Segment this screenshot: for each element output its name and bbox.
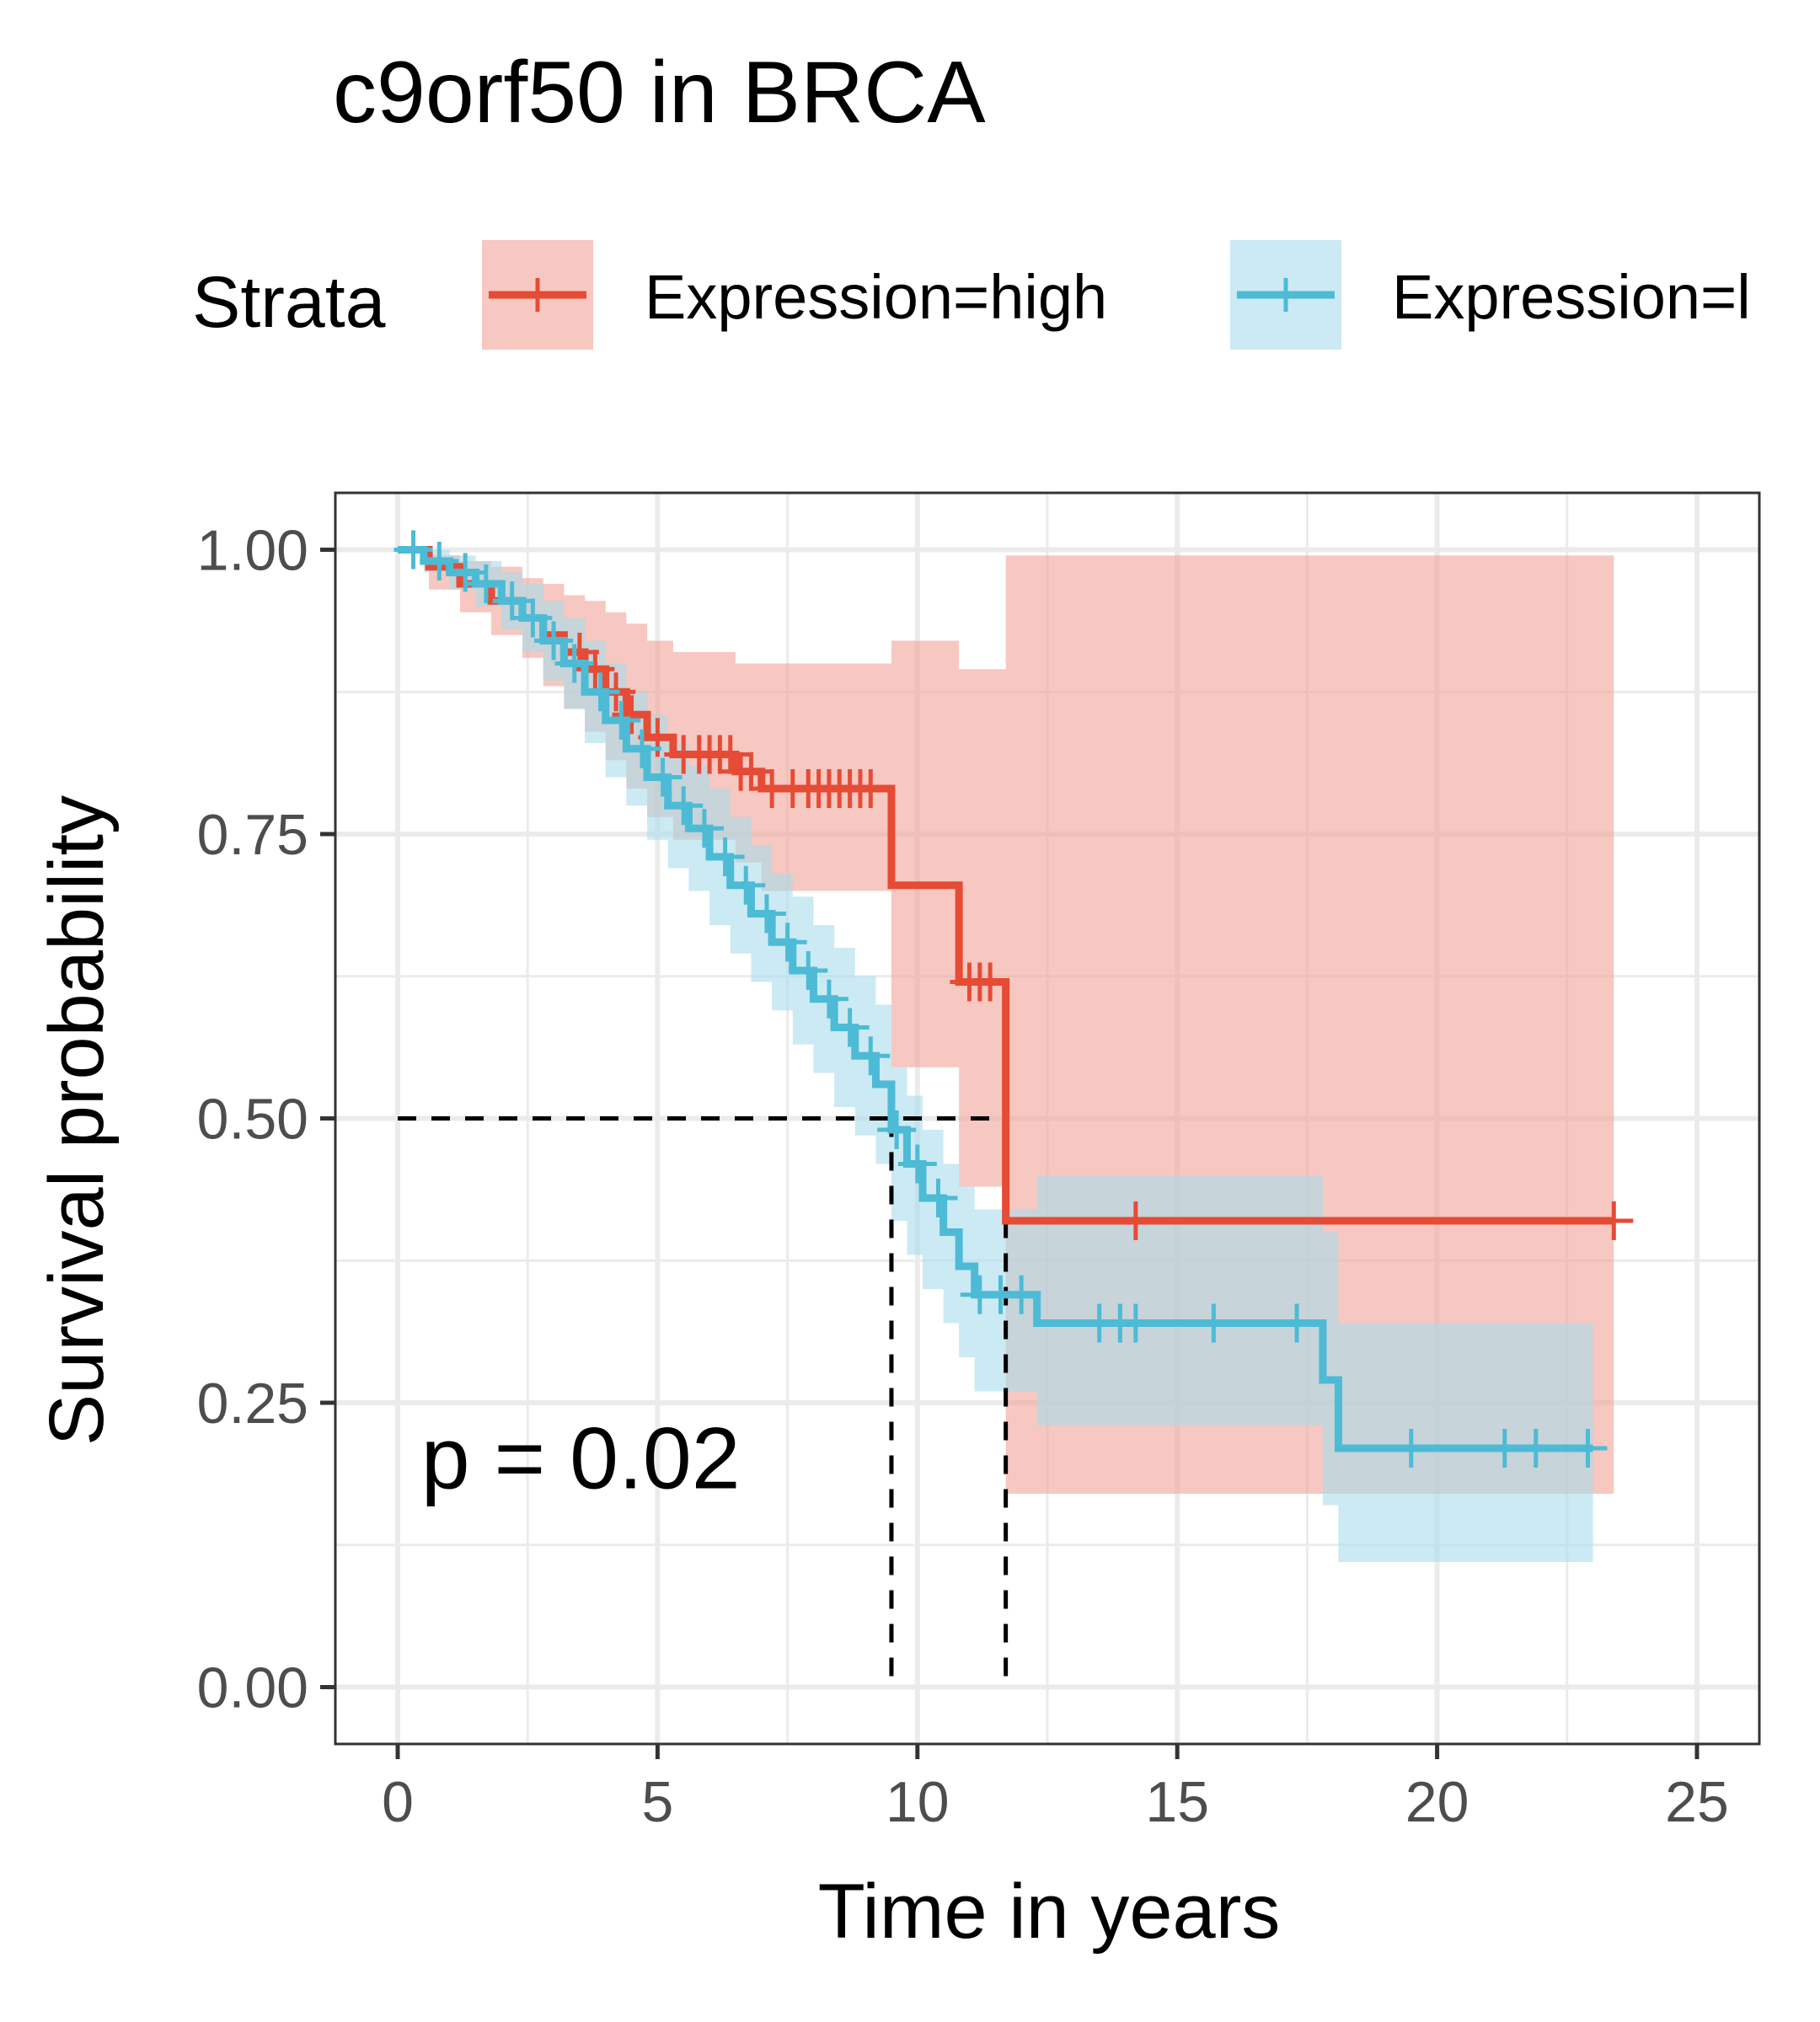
- legend-title: Strata: [192, 262, 386, 343]
- y-tick-label: 0.50: [197, 1088, 308, 1152]
- y-tick-label: 1.00: [197, 519, 308, 583]
- p-value-annotation: p = 0.02: [421, 1410, 741, 1507]
- legend-label-low: Expression=l: [1392, 262, 1751, 332]
- legend: Strata Expression=high Expression=l: [192, 240, 1751, 350]
- y-tick-label: 0.25: [197, 1372, 308, 1436]
- y-axis-title: Survival probability: [34, 795, 120, 1446]
- y-tick-label: 0.75: [197, 803, 308, 867]
- x-tick-label: 5: [641, 1770, 673, 1834]
- ci-band-1: [398, 549, 1593, 1562]
- legend-label-high: Expression=high: [645, 262, 1107, 332]
- x-tick-label: 10: [886, 1770, 950, 1834]
- x-tick-label: 20: [1405, 1770, 1469, 1834]
- chart-title: c9orf50 in BRCA: [333, 44, 986, 142]
- x-axis-title: Time in years: [818, 1869, 1281, 1955]
- x-tick-label: 25: [1665, 1770, 1729, 1834]
- x-tick-label: 0: [382, 1770, 414, 1834]
- y-tick-label: 0.00: [197, 1656, 308, 1720]
- x-tick-label: 15: [1145, 1770, 1209, 1834]
- plot-area: 0 5 10 15 20 25 0.00 0.25 0.50 0.75 1.00 p = 0.02: [197, 491, 1761, 1834]
